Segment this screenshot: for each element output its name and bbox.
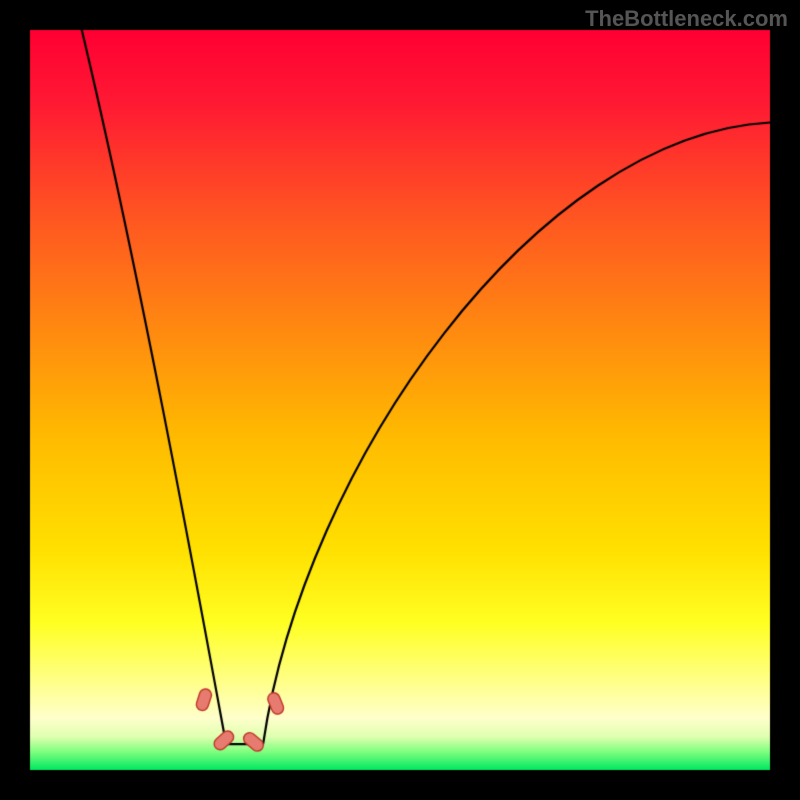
watermark-text: TheBottleneck.com (585, 6, 788, 32)
bottleneck-chart (0, 0, 800, 800)
